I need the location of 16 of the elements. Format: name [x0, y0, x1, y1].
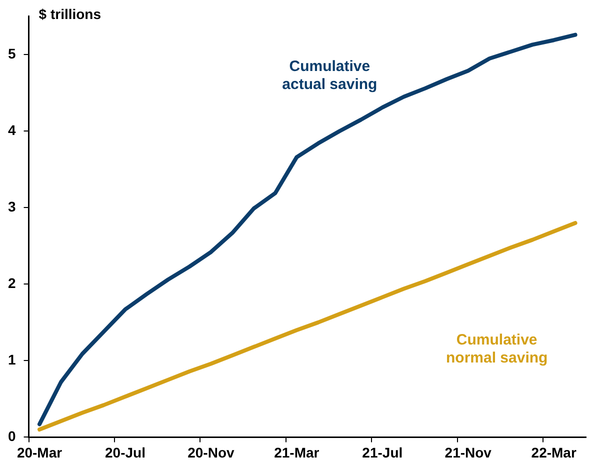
x-tick-label: 20-Nov [188, 444, 235, 460]
x-tick-label: 22-Mar [531, 444, 577, 460]
x-tick-label: 21-Jul [362, 444, 403, 460]
y-tick-label: 4 [8, 122, 16, 138]
y-tick-label: 2 [8, 275, 16, 292]
y-tick-label: 5 [8, 46, 16, 62]
y-tick-label: 0 [8, 428, 16, 444]
x-tick-label: 21-Nov [444, 444, 492, 460]
y-axis-title: $ trillions [38, 6, 102, 22]
y-tick-label: 3 [8, 198, 16, 215]
x-tick-label: 20-Jul [104, 444, 146, 460]
x-tick-label: 21-Mar [274, 444, 320, 460]
text: Cumulative normal saving [446, 332, 548, 367]
y-tick-label: 1 [8, 352, 16, 368]
series-label: Cumulative actual saving [282, 58, 378, 94]
x-tick-label: 20-Mar [16, 444, 63, 460]
